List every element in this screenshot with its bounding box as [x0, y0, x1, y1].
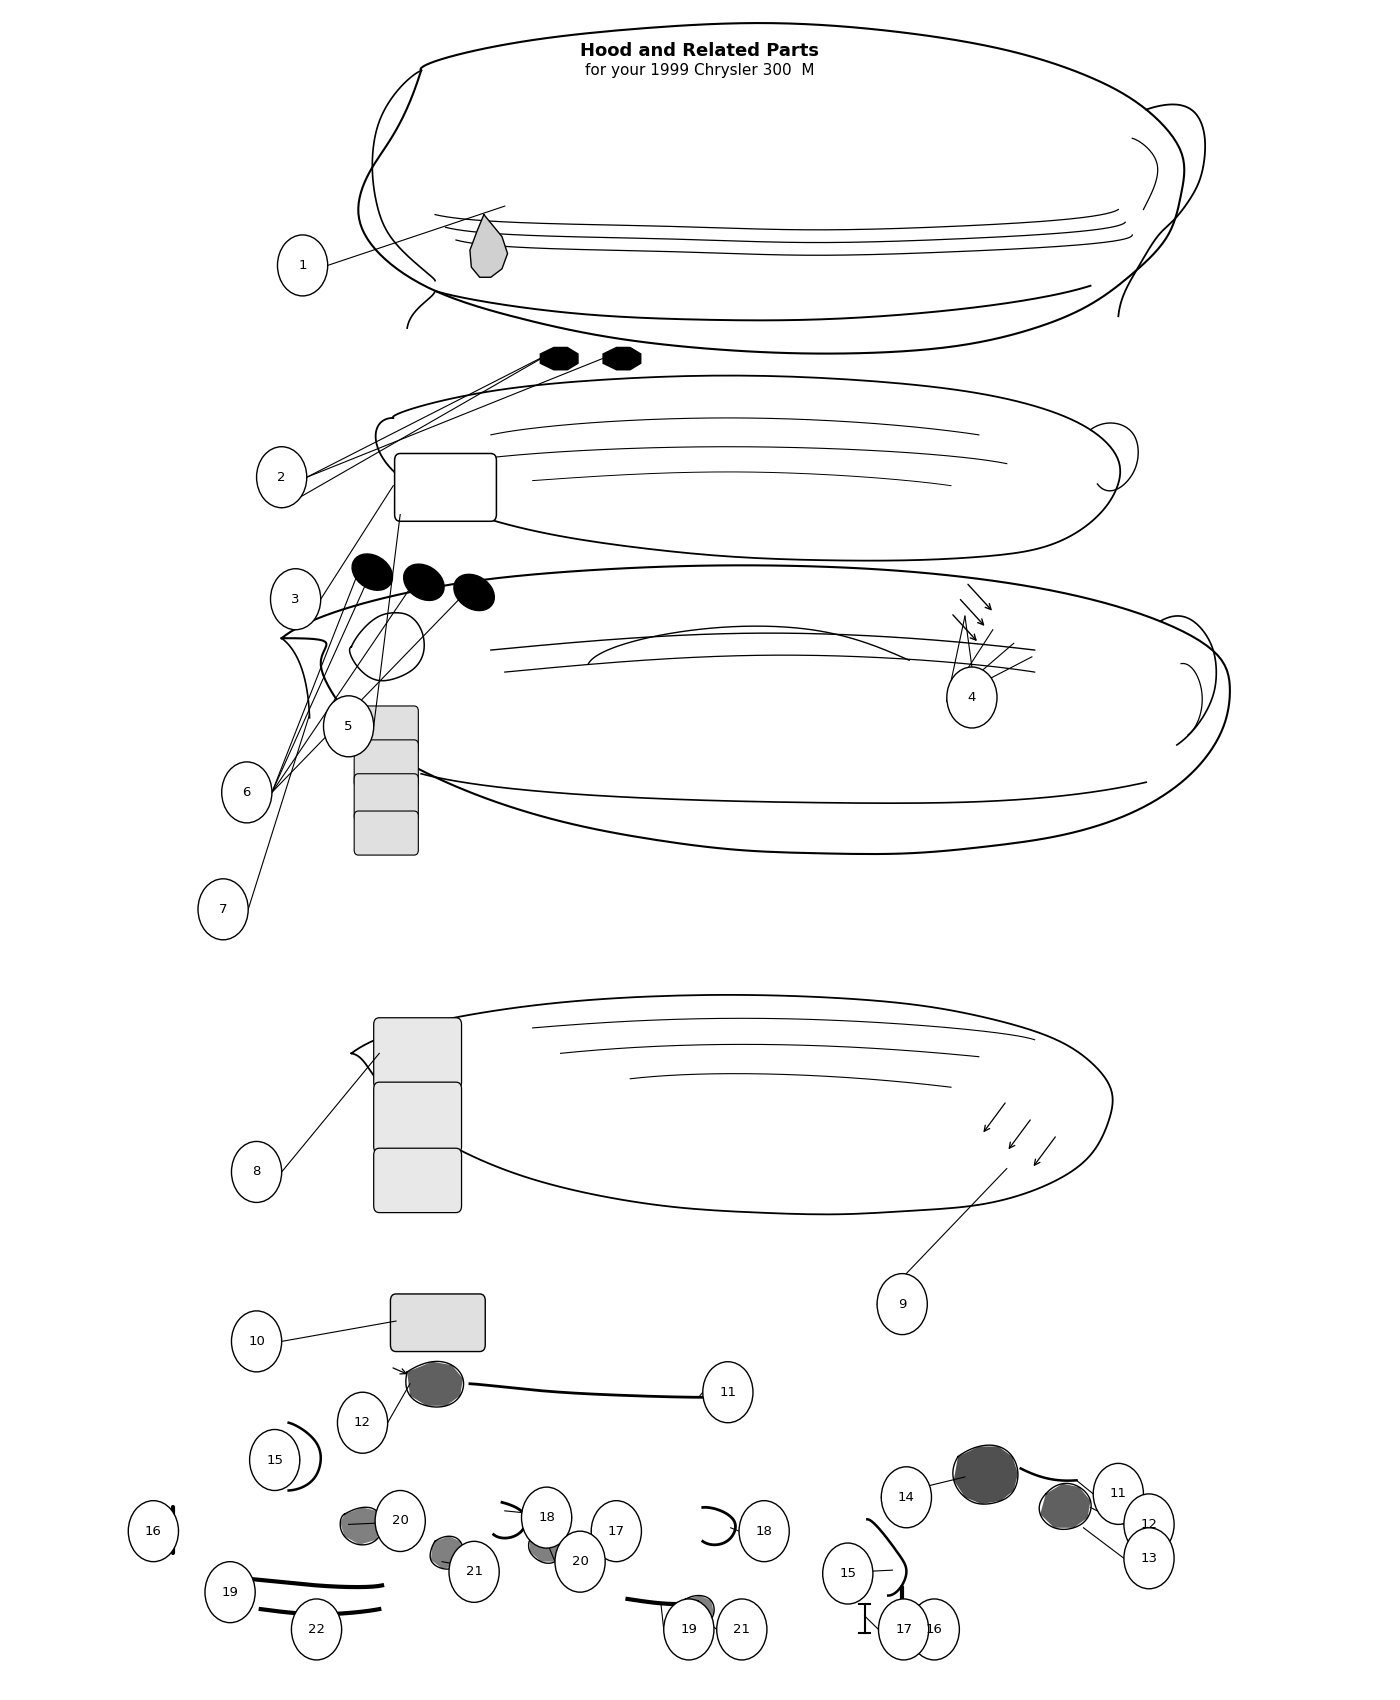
Text: Hood and Related Parts: Hood and Related Parts [581, 42, 819, 61]
Circle shape [591, 1501, 641, 1562]
Circle shape [291, 1600, 342, 1659]
Circle shape [449, 1542, 500, 1603]
Polygon shape [539, 347, 578, 371]
Text: 7: 7 [218, 903, 227, 916]
Circle shape [1124, 1528, 1175, 1590]
Circle shape [739, 1501, 790, 1562]
Text: 19: 19 [680, 1624, 697, 1635]
Circle shape [1124, 1494, 1175, 1556]
FancyBboxPatch shape [374, 1083, 462, 1153]
Ellipse shape [454, 575, 494, 610]
Polygon shape [431, 1537, 463, 1569]
Circle shape [717, 1600, 767, 1659]
FancyBboxPatch shape [374, 1148, 462, 1212]
Text: 14: 14 [897, 1491, 914, 1504]
Text: 15: 15 [266, 1454, 283, 1467]
Text: 22: 22 [308, 1624, 325, 1635]
Text: 13: 13 [1141, 1552, 1158, 1564]
Text: 20: 20 [392, 1515, 409, 1528]
Circle shape [256, 447, 307, 508]
Text: 6: 6 [242, 785, 251, 799]
FancyBboxPatch shape [354, 774, 419, 821]
Polygon shape [602, 347, 641, 371]
FancyBboxPatch shape [395, 454, 497, 522]
Circle shape [204, 1562, 255, 1623]
FancyBboxPatch shape [391, 1294, 486, 1352]
FancyBboxPatch shape [374, 1018, 462, 1090]
Polygon shape [953, 1447, 1018, 1504]
Text: 9: 9 [897, 1297, 906, 1311]
Circle shape [946, 666, 997, 728]
Circle shape [129, 1501, 178, 1562]
Text: 20: 20 [571, 1556, 588, 1567]
Text: 21: 21 [466, 1566, 483, 1578]
Circle shape [823, 1544, 874, 1605]
Circle shape [249, 1430, 300, 1491]
Text: 11: 11 [720, 1386, 736, 1399]
Circle shape [522, 1488, 571, 1549]
Text: 12: 12 [1141, 1518, 1158, 1532]
Circle shape [909, 1600, 959, 1659]
Text: 17: 17 [895, 1624, 911, 1635]
Circle shape [554, 1532, 605, 1593]
FancyBboxPatch shape [354, 740, 419, 787]
Text: 10: 10 [248, 1334, 265, 1348]
Ellipse shape [403, 564, 444, 600]
Circle shape [876, 1273, 927, 1334]
Text: 12: 12 [354, 1416, 371, 1430]
Circle shape [323, 695, 374, 756]
Text: 17: 17 [608, 1525, 624, 1538]
Polygon shape [407, 1362, 463, 1406]
Circle shape [881, 1467, 931, 1528]
Text: 5: 5 [344, 719, 353, 733]
Text: for your 1999 Chrysler 300  M: for your 1999 Chrysler 300 M [585, 63, 815, 78]
Circle shape [221, 762, 272, 823]
Text: 3: 3 [291, 593, 300, 605]
Text: 18: 18 [756, 1525, 773, 1538]
Text: 11: 11 [1110, 1488, 1127, 1501]
Text: 2: 2 [277, 471, 286, 484]
Polygon shape [340, 1508, 382, 1545]
FancyBboxPatch shape [354, 706, 419, 753]
Polygon shape [529, 1532, 563, 1562]
Polygon shape [682, 1596, 714, 1625]
Polygon shape [470, 214, 508, 277]
Text: 8: 8 [252, 1166, 260, 1178]
Circle shape [231, 1141, 281, 1202]
Text: 18: 18 [538, 1511, 554, 1525]
Text: 1: 1 [298, 258, 307, 272]
Polygon shape [1040, 1484, 1091, 1528]
Text: 15: 15 [840, 1567, 857, 1579]
FancyBboxPatch shape [354, 811, 419, 855]
Circle shape [1093, 1464, 1144, 1525]
Circle shape [375, 1491, 426, 1552]
Circle shape [878, 1600, 928, 1659]
Circle shape [231, 1311, 281, 1372]
Text: 16: 16 [925, 1624, 942, 1635]
Text: 16: 16 [146, 1525, 162, 1538]
Circle shape [270, 570, 321, 629]
Circle shape [197, 879, 248, 940]
Text: 21: 21 [734, 1624, 750, 1635]
Text: 19: 19 [221, 1586, 238, 1598]
Ellipse shape [351, 554, 392, 590]
Circle shape [277, 235, 328, 296]
Circle shape [703, 1362, 753, 1423]
Text: 4: 4 [967, 690, 976, 704]
Circle shape [664, 1600, 714, 1659]
Circle shape [337, 1392, 388, 1454]
